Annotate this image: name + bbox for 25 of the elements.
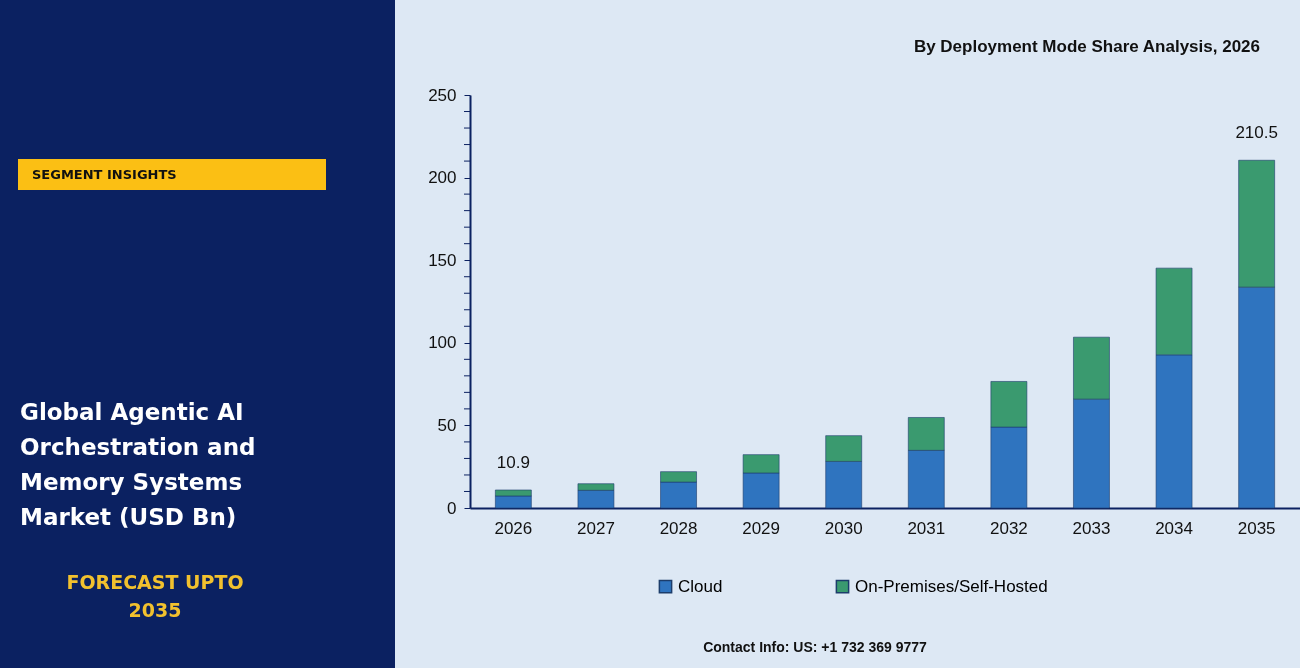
text: Contact Info: US: +1 732 369 9777 — [703, 639, 928, 655]
chart-subtitle: By Deployment Mode Share Analysis, 2026 — [913, 37, 1260, 56]
legend-label: Cloud — [678, 576, 723, 596]
x-tick-label: 2028 — [659, 518, 698, 538]
text: Global Agentic AI Orchestration and Memory Systems Market (USD Bn) — [20, 399, 256, 530]
text: SEGMENT INSIGHTS — [32, 167, 177, 182]
text: FORECAST UPTO 2035 — [66, 571, 244, 621]
legend-label: On-Premises/Self-Hosted — [855, 576, 1048, 596]
x-tick-label: 2032 — [989, 518, 1028, 538]
total-label: 10.9 — [496, 452, 530, 472]
x-tick-label: 2034 — [1155, 518, 1193, 538]
x-tick-label: 2027 — [577, 518, 615, 538]
y-tick-label: 200 — [428, 168, 457, 188]
y-tick-label: 50 — [437, 415, 457, 435]
x-tick-label: 2033 — [1072, 518, 1111, 538]
x-tick-label: 2026 — [494, 518, 533, 538]
x-tick-label: 2029 — [742, 518, 781, 538]
y-tick-label: 100 — [428, 333, 457, 353]
y-tick-label: 150 — [428, 250, 457, 270]
y-tick-label: 0 — [447, 498, 457, 518]
x-tick-label: 2031 — [907, 518, 946, 538]
total-label: 210.5 — [1235, 123, 1278, 143]
x-tick-label: 2030 — [824, 518, 863, 538]
y-tick-label: 250 — [428, 85, 457, 105]
x-tick-label: 2035 — [1237, 518, 1276, 538]
